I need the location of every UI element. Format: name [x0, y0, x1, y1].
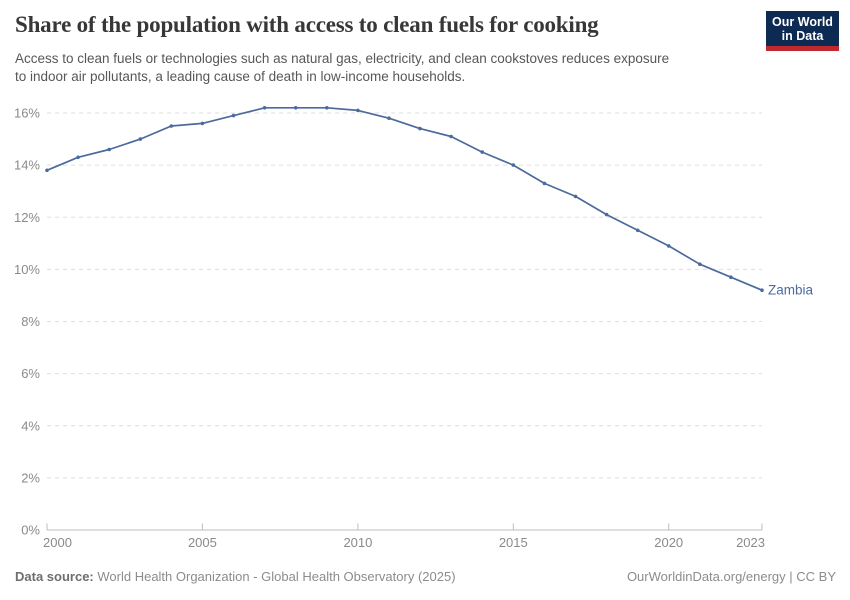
- data-point: [480, 150, 485, 154]
- data-point: [356, 108, 360, 113]
- y-tick-label: 12%: [14, 210, 40, 225]
- data-point: [449, 134, 453, 139]
- x-tick-label: 2015: [499, 535, 528, 550]
- data-point: [107, 147, 111, 152]
- y-tick-label: 4%: [21, 418, 40, 433]
- x-tick-label: 2005: [188, 535, 217, 550]
- data-source-label: Data source:: [15, 569, 94, 584]
- y-tick-label: 6%: [21, 366, 40, 381]
- data-point: [387, 116, 391, 120]
- data-point: [138, 137, 143, 141]
- y-tick-label: 8%: [21, 314, 40, 329]
- data-point: [760, 288, 764, 293]
- data-point: [76, 155, 80, 160]
- data-line: [46, 106, 763, 292]
- data-point: [325, 106, 329, 110]
- data-point: [698, 262, 702, 267]
- chart-subtitle: Access to clean fuels or technologies su…: [15, 50, 755, 85]
- data-point: [542, 181, 547, 186]
- y-tick-label: 2%: [21, 470, 40, 485]
- data-point: [666, 244, 671, 248]
- data-point: [729, 275, 733, 280]
- license-link[interactable]: OurWorldinData.org/energy | CC BY: [626, 569, 836, 584]
- data-point: [635, 228, 640, 233]
- data-point: [418, 126, 422, 131]
- owid-logo-line-2: in Data: [781, 29, 824, 43]
- page-title: Share of the population with access to c…: [15, 12, 599, 37]
- x-tick-label: 2020: [654, 535, 683, 550]
- y-tick-label: 14%: [14, 158, 40, 173]
- data-point: [604, 212, 609, 217]
- x-tick-label: 2010: [343, 535, 372, 550]
- y-tick-label: 10%: [14, 262, 40, 277]
- data-point: [200, 121, 205, 126]
- data-source-note: Data source: World Health Organization -…: [15, 569, 456, 584]
- data-point: [231, 113, 236, 118]
- data-point: [573, 194, 578, 199]
- data-point: [511, 163, 516, 167]
- owid-logo: Our World in Data: [766, 11, 839, 51]
- data-point: [262, 106, 267, 110]
- y-tick-label: 16%: [14, 106, 40, 121]
- series-label: Zambia: [768, 283, 814, 298]
- data-point: [45, 168, 49, 173]
- x-tick-label: 2000: [43, 535, 72, 550]
- data-point: [169, 124, 174, 128]
- data-point: [293, 106, 298, 110]
- chart-subtitle-line-2: to indoor air pollutants, a leading caus…: [15, 68, 466, 84]
- y-tick-label: 0%: [21, 523, 40, 538]
- chart-subtitle-line-1: Access to clean fuels or technologies su…: [15, 51, 670, 66]
- data-source-text: World Health Organization - Global Healt…: [97, 569, 456, 584]
- owid-logo-line-1: Our World: [772, 15, 833, 29]
- x-tick-label: 2023: [736, 535, 765, 550]
